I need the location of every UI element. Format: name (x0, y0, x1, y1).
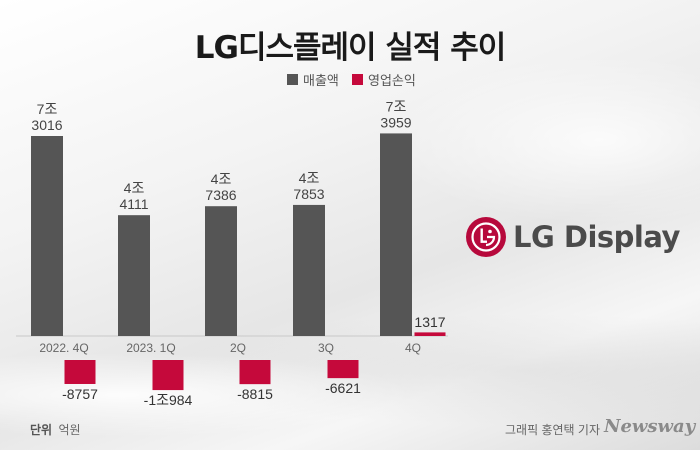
profit-bar (414, 332, 446, 336)
category-label: 3Q (318, 341, 334, 355)
revenue-label-top: 7조 (386, 98, 407, 114)
revenue-label-bottom: 7853 (293, 186, 324, 202)
revenue-label-top: 4조 (299, 170, 320, 186)
revenue-bar (118, 215, 150, 336)
unit-label: 단위 (30, 423, 53, 437)
unit-note: 단위 억원 (30, 421, 81, 438)
profit-label: -8815 (237, 386, 273, 402)
revenue-label-top: 4조 (211, 171, 232, 187)
category-label: 4Q (405, 341, 421, 355)
legend-revenue-label: 매출액 (303, 73, 339, 88)
revenue-label-bottom: 3016 (31, 117, 62, 133)
revenue-bar (31, 136, 63, 336)
profit-bar (152, 360, 184, 391)
graphic-credit: 그래픽 홍연택 기자 (505, 423, 600, 437)
revenue-bar (205, 206, 237, 336)
profit-bar (327, 360, 359, 379)
revenue-bar (380, 133, 412, 336)
lg-logo-icon (466, 217, 506, 257)
legend-revenue: 매출액 (287, 70, 339, 89)
profit-label: 1317 (414, 314, 445, 330)
newsway-brand: Newsway (604, 416, 696, 437)
unit-value: 억원 (58, 423, 81, 437)
revenue-label-bottom: 4111 (119, 196, 148, 212)
revenue-label-top: 7조 (37, 101, 58, 117)
category-label: 2Q (230, 341, 246, 355)
revenue-label-bottom: 3959 (380, 114, 411, 130)
lg-display-logo: LG Display (466, 217, 680, 257)
category-label: 2022. 4Q (39, 341, 88, 355)
profit-bar (64, 360, 96, 384)
legend-operating-profit: 영업손익 (352, 70, 416, 89)
profit-label: -6621 (325, 380, 361, 396)
legend-revenue-swatch (287, 74, 298, 85)
revenue-label-top: 4조 (124, 180, 145, 196)
chart-title: LG디스플레이 실적 추이 (194, 30, 506, 66)
category-label: 2023. 1Q (126, 341, 175, 355)
revenue-label-bottom: 7386 (205, 187, 236, 203)
profit-bar (239, 360, 271, 385)
legend-profit-label: 영업손익 (368, 73, 416, 88)
logo-text: LG Display (513, 220, 680, 254)
revenue-bar (293, 204, 325, 336)
profit-label: -8757 (62, 386, 98, 402)
legend-profit-swatch (352, 74, 363, 85)
profit-label: -1조984 (144, 392, 193, 408)
